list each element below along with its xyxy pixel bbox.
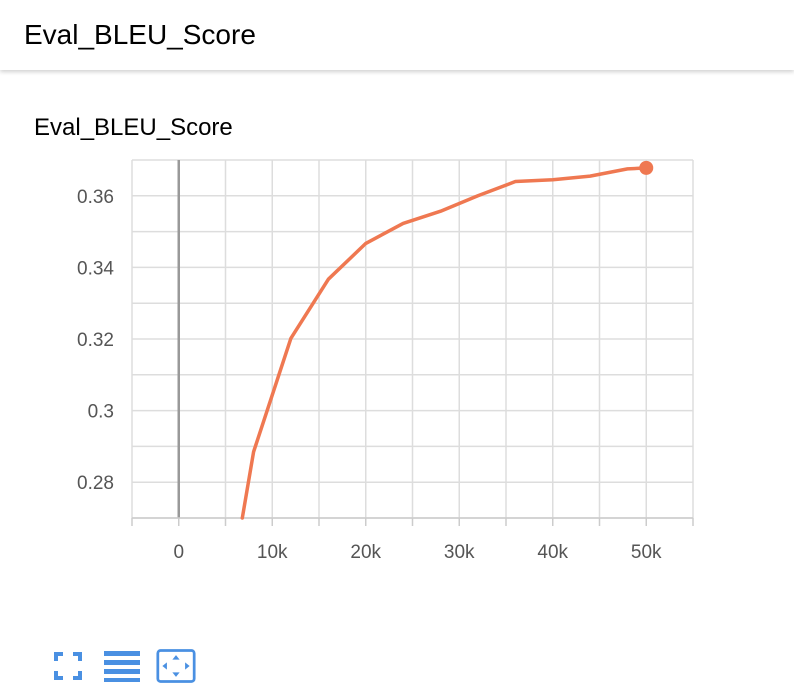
axis-layer <box>131 160 694 526</box>
series-layer <box>240 160 654 520</box>
grid-layer <box>131 159 694 519</box>
chart-toolbar <box>48 646 210 686</box>
y-tick-label: 0.28 <box>77 473 114 494</box>
fullscreen-button[interactable] <box>48 646 88 686</box>
chart-card: Eval_BLEU_Score 0 10k 20k 30k 40k 50k 0.28 0.3 0… <box>0 72 794 683</box>
y-tick-label: 0.3 <box>88 402 114 423</box>
chart-svg[interactable]: 0 10k 20k 30k 40k 50k 0.28 0.3 0.32 0.34 0.36 <box>0 144 794 624</box>
x-tick-label: 10k <box>257 542 288 563</box>
fit-domain-button[interactable] <box>156 646 196 686</box>
y-tick-label: 0.32 <box>77 330 114 351</box>
x-tick-label: 20k <box>350 542 381 563</box>
x-tick-label: 0 <box>173 542 184 563</box>
series-end-point <box>639 160 654 175</box>
toggle-y-log-button[interactable] <box>102 646 142 686</box>
label-layer: 0 10k 20k 30k 40k 50k 0.28 0.3 0.32 0.34 0.36 <box>77 187 662 563</box>
y-tick-label: 0.34 <box>77 258 114 279</box>
x-tick-label: 50k <box>631 542 662 563</box>
header-bar: Eval_BLEU_Score <box>0 0 794 70</box>
fullscreen-icon <box>54 652 82 680</box>
x-tick-label: 30k <box>444 542 475 563</box>
page-title: Eval_BLEU_Score <box>24 19 256 50</box>
list-lines-icon <box>104 651 140 682</box>
fit-to-data-icon <box>156 649 196 683</box>
x-tick-label: 40k <box>537 542 568 563</box>
chart-title: Eval_BLEU_Score <box>34 114 233 141</box>
y-tick-label: 0.36 <box>77 187 114 208</box>
series-line <box>240 166 649 520</box>
